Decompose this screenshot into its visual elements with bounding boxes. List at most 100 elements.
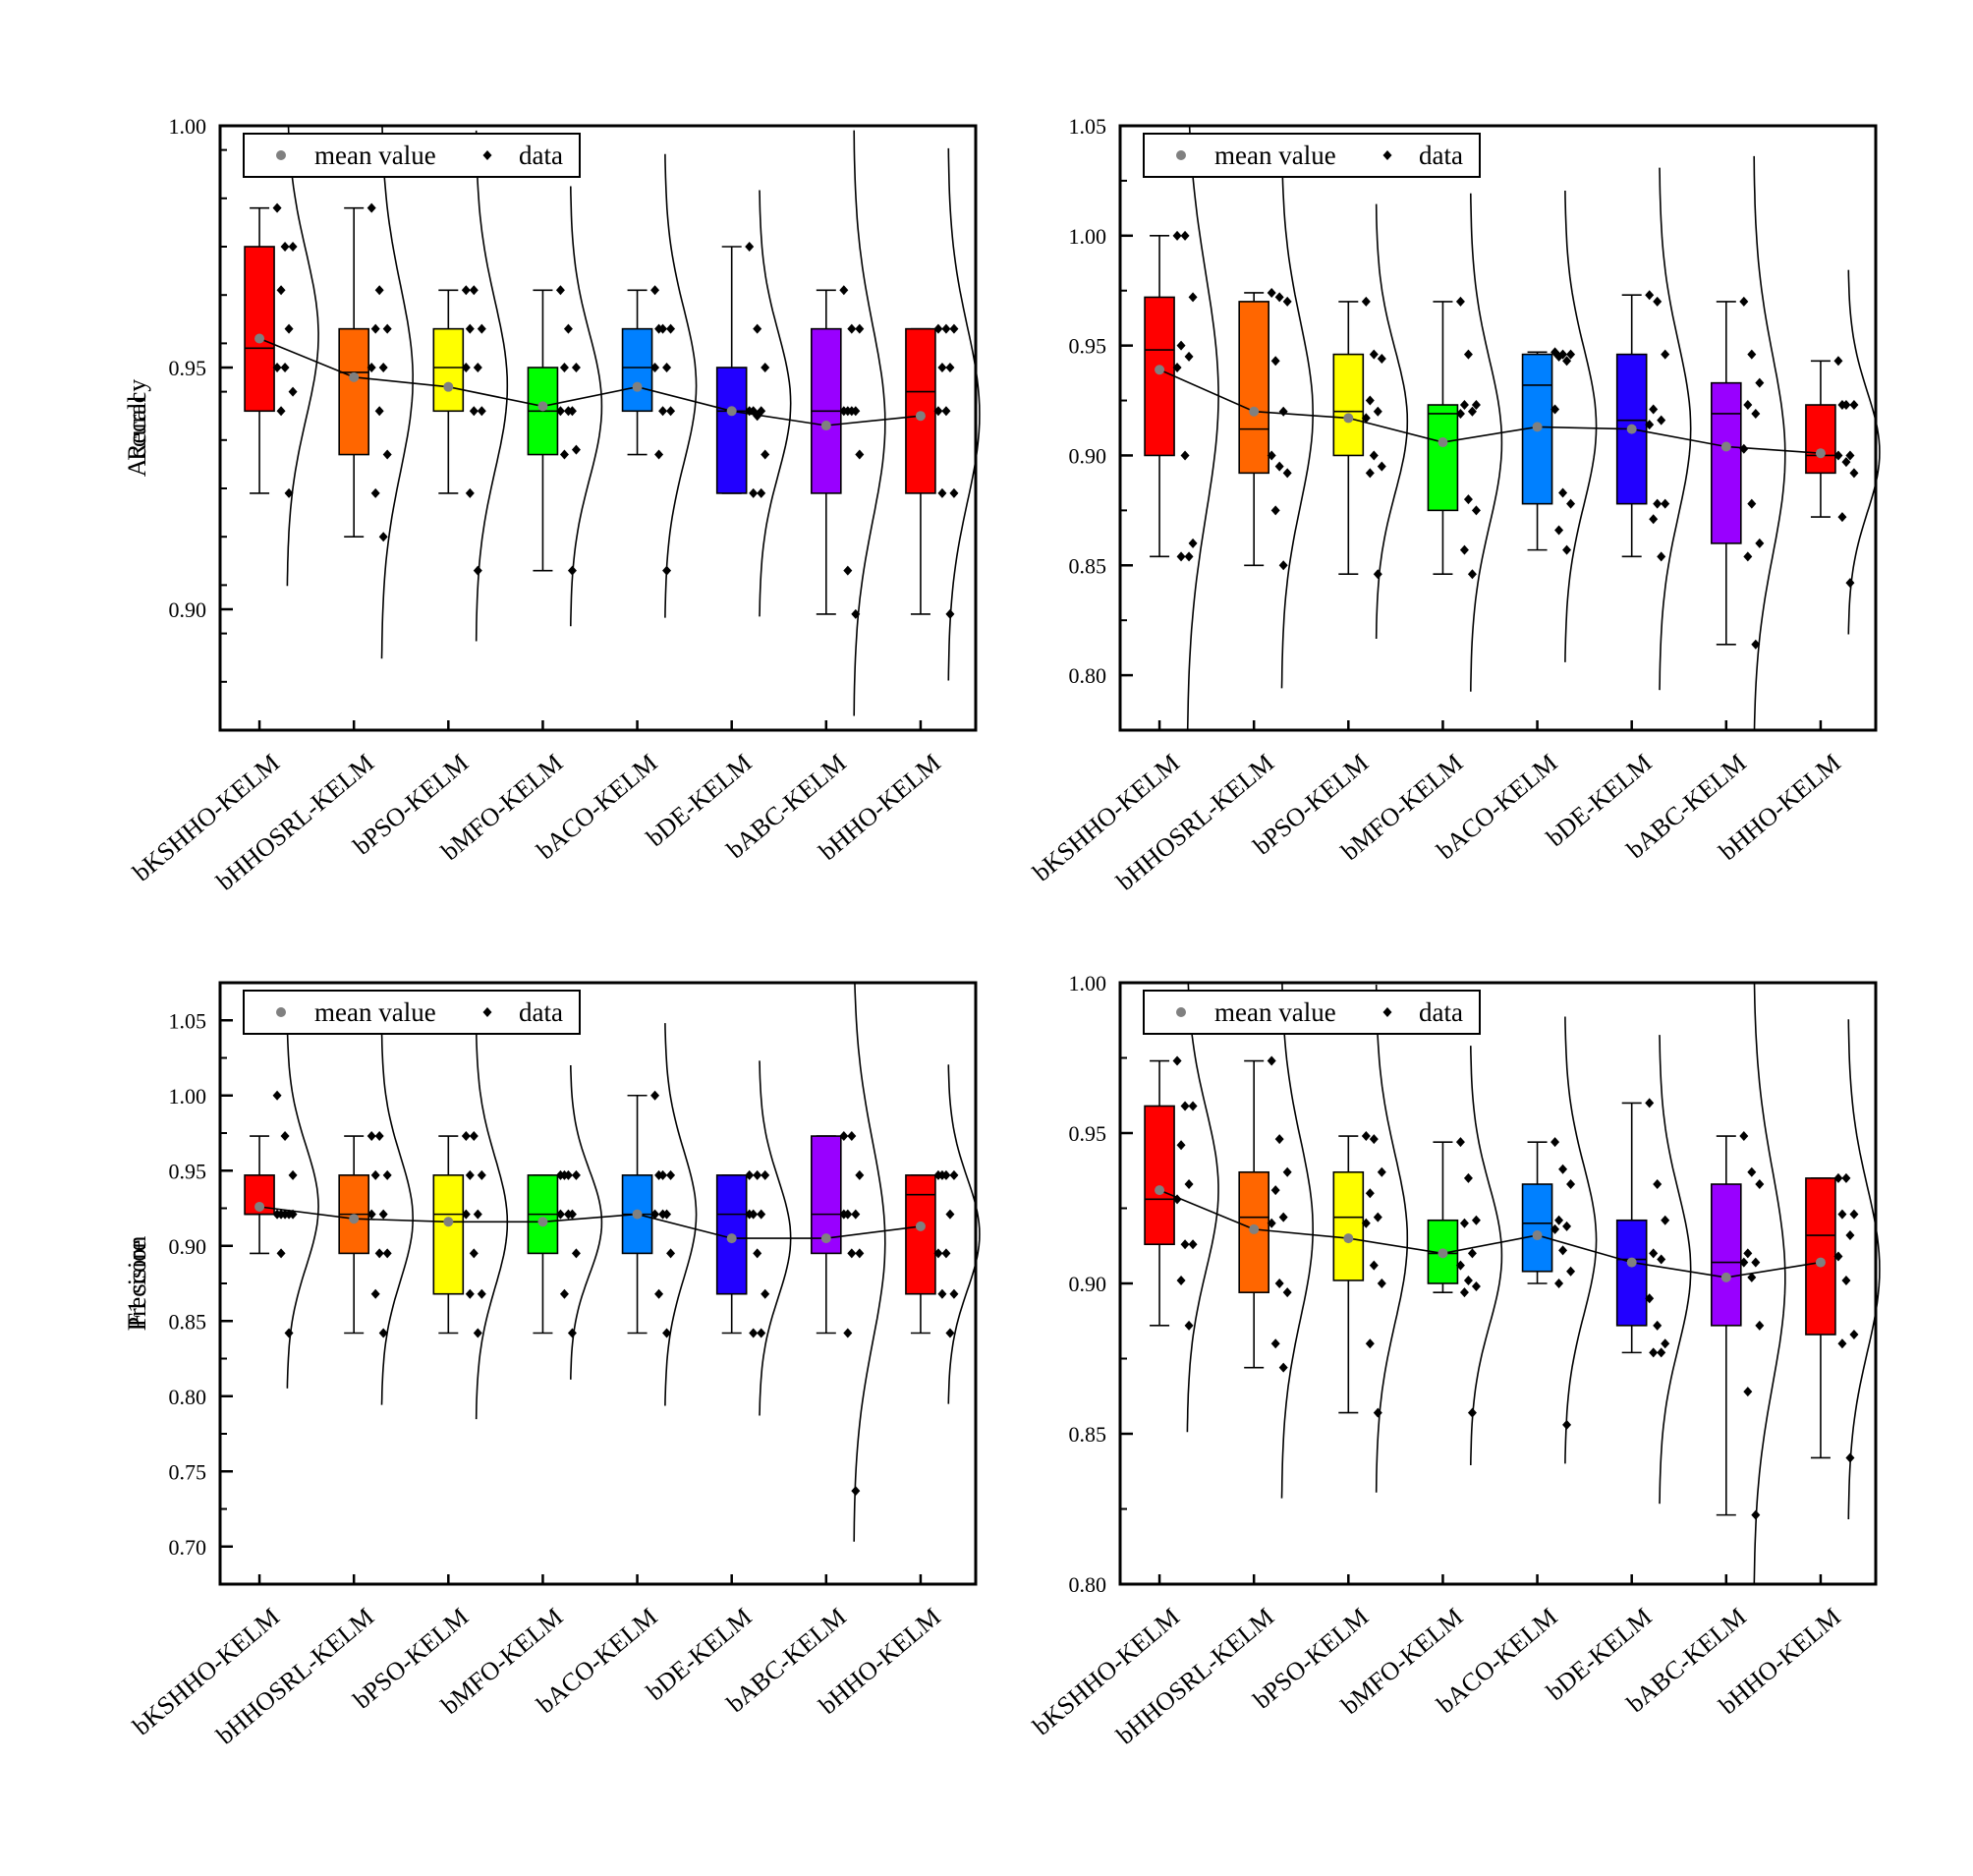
data-point [1471, 1215, 1481, 1225]
data-point [469, 285, 479, 296]
data-point [1739, 1257, 1749, 1268]
box [1332, 1170, 1365, 1281]
data-point [469, 1248, 479, 1259]
data-point [847, 406, 857, 417]
plot-frame [1118, 981, 1878, 1586]
mean-line [1158, 369, 1821, 454]
data-point [745, 1209, 755, 1220]
data-point [843, 1328, 853, 1338]
y-tick-label: 0.85 [1069, 553, 1107, 578]
y-tick-label: 0.80 [1069, 663, 1107, 688]
data-point [1188, 1239, 1198, 1250]
mean-point [1626, 1257, 1637, 1268]
data-point [937, 487, 947, 498]
category-group: bDE-KELM [1541, 167, 1692, 852]
data-point [757, 1209, 766, 1220]
data-point [839, 1131, 849, 1142]
data-point [276, 406, 286, 417]
mean-point [1155, 1185, 1165, 1196]
data-point [366, 1131, 376, 1142]
data-point [851, 608, 861, 619]
data-point [945, 1209, 955, 1220]
legend: mean value data [1143, 990, 1481, 1035]
data-point [1455, 408, 1465, 419]
data-point [465, 323, 475, 334]
legend: mean value data [243, 990, 581, 1035]
y-axis-label: Recall [123, 395, 151, 460]
data-point [1471, 1281, 1481, 1292]
data-point [1739, 296, 1749, 307]
data-point [839, 285, 849, 296]
distribution-curve [1753, 155, 1786, 731]
data-point [650, 285, 660, 296]
data-point [370, 323, 380, 334]
data-point [284, 1328, 294, 1338]
box [905, 327, 936, 494]
data-point [1176, 551, 1186, 562]
legend-mean-label: mean value [314, 141, 436, 170]
data-point [571, 363, 581, 372]
data-point [378, 1209, 388, 1220]
category-group: bDE-KELM [641, 1060, 792, 1706]
data-point [559, 363, 569, 372]
data-point [1554, 1279, 1564, 1288]
data-point [654, 323, 664, 334]
data-point [1739, 1131, 1749, 1142]
mean-point [820, 1233, 831, 1244]
data-point [378, 1328, 388, 1338]
category-group: bABC-KELM [721, 982, 886, 1718]
data-point [658, 1209, 668, 1220]
data-point [1455, 1260, 1465, 1271]
data-point [1377, 354, 1386, 365]
y-tick-label: 0.80 [1069, 1572, 1107, 1597]
data-point [461, 1131, 471, 1142]
data-point [666, 406, 676, 417]
y-tick-label: 1.00 [1069, 224, 1107, 249]
data-point [1751, 1257, 1761, 1268]
data-point [1661, 498, 1670, 509]
mean-point [1249, 1223, 1260, 1234]
data-point [473, 565, 482, 576]
distribution-curve [570, 186, 603, 627]
data-point [1361, 1131, 1371, 1142]
data-point [1180, 450, 1190, 461]
data-point [1377, 1166, 1386, 1177]
data-point [461, 285, 471, 296]
legend: mean value data [243, 133, 581, 178]
legend-data-label: data [1419, 141, 1463, 170]
y-tick-label: 0.95 [169, 1159, 207, 1183]
data-point [1837, 1338, 1847, 1349]
mean-line [258, 337, 921, 426]
data-point [1661, 349, 1670, 360]
data-point [567, 1328, 577, 1338]
distribution-curve [1470, 1046, 1503, 1466]
distribution-curve [1659, 1035, 1692, 1505]
mean-point [1249, 406, 1260, 417]
data-point [1278, 1362, 1288, 1373]
data-point [1562, 356, 1572, 367]
distribution-curve [853, 982, 886, 1542]
data-point [1833, 1172, 1843, 1183]
legend-data-marker [1382, 150, 1392, 160]
data-point [851, 1486, 861, 1497]
box [1144, 1105, 1175, 1246]
category-group: bDE-KELM [1541, 1035, 1692, 1706]
data-point [843, 565, 853, 576]
data-point [1459, 544, 1469, 555]
legend-mean-marker [1176, 1007, 1186, 1017]
legend-box [243, 133, 581, 178]
data-point [1361, 413, 1371, 424]
category-group: bKSHHO-KELM [1028, 125, 1219, 886]
data-point [555, 1209, 565, 1220]
data-point [1751, 1509, 1761, 1520]
data-point [1180, 230, 1190, 241]
data-point [563, 323, 573, 334]
data-point [666, 323, 676, 334]
data-point [1841, 1275, 1851, 1285]
data-point [1743, 400, 1753, 411]
data-point [555, 285, 565, 296]
data-point [945, 608, 955, 619]
data-point [1282, 1166, 1292, 1177]
data-point [1653, 1179, 1663, 1190]
category-group: bABC-KELM [721, 130, 886, 864]
